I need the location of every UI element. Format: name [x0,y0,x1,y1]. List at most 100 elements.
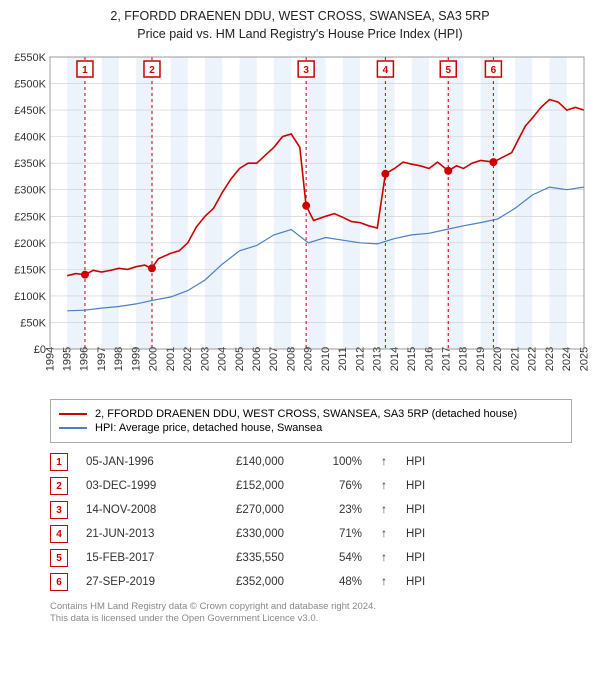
svg-text:1997: 1997 [96,347,108,371]
txn-date: 21-JUN-2013 [86,528,186,540]
svg-text:£200K: £200K [14,238,46,250]
svg-text:1999: 1999 [130,347,142,371]
svg-text:2013: 2013 [372,347,384,371]
chart-container: £0£50K£100K£150K£200K£250K£300K£350K£400… [8,49,592,389]
legend-swatch-red [59,413,87,415]
arrow-up-icon: ↑ [380,480,388,492]
svg-text:2017: 2017 [440,347,452,371]
svg-text:2004: 2004 [217,347,229,371]
txn-marker: 1 [50,453,68,471]
svg-text:2015: 2015 [406,347,418,371]
legend-row-hpi: HPI: Average price, detached house, Swan… [59,422,563,434]
svg-text:2007: 2007 [268,347,280,371]
footer-line-1: Contains HM Land Registry data © Crown c… [50,601,572,613]
txn-price: £270,000 [204,504,284,516]
svg-text:2012: 2012 [354,347,366,371]
transaction-table: 1 05-JAN-1996 £140,000 100% ↑ HPI 2 03-DEC-1999… [50,453,572,591]
svg-text:2: 2 [149,65,155,76]
txn-date: 15-FEB-2017 [86,552,186,564]
txn-pct: 48% [302,576,362,588]
svg-text:2024: 2024 [561,347,573,371]
svg-text:£100K: £100K [14,291,46,303]
svg-text:£550K: £550K [14,52,46,64]
svg-text:1995: 1995 [62,347,74,371]
legend-label-property: 2, FFORDD DRAENEN DDU, WEST CROSS, SWANS… [95,408,517,420]
svg-text:£450K: £450K [14,105,46,117]
svg-text:£250K: £250K [14,211,46,223]
legend-swatch-blue [59,427,87,429]
legend-row-property: 2, FFORDD DRAENEN DDU, WEST CROSS, SWANS… [59,408,563,420]
svg-text:1998: 1998 [113,347,125,371]
arrow-up-icon: ↑ [380,456,388,468]
svg-text:2000: 2000 [148,347,160,371]
txn-hpi-label: HPI [406,528,425,540]
svg-text:£400K: £400K [14,132,46,144]
title-block: 2, FFORDD DRAENEN DDU, WEST CROSS, SWANS… [8,8,592,43]
svg-text:£300K: £300K [14,185,46,197]
svg-text:6: 6 [491,65,497,76]
svg-text:2011: 2011 [337,347,349,371]
svg-text:2006: 2006 [251,347,263,371]
arrow-up-icon: ↑ [380,576,388,588]
txn-pct: 100% [302,456,362,468]
title-line-1: 2, FFORDD DRAENEN DDU, WEST CROSS, SWANS… [8,8,592,26]
svg-text:2009: 2009 [303,347,315,371]
svg-text:2002: 2002 [182,347,194,371]
txn-pct: 76% [302,480,362,492]
txn-marker: 4 [50,525,68,543]
txn-pct: 23% [302,504,362,516]
txn-price: £152,000 [204,480,284,492]
title-line-2: Price paid vs. HM Land Registry's House … [8,26,592,44]
svg-text:2016: 2016 [423,347,435,371]
txn-marker: 6 [50,573,68,591]
svg-text:2021: 2021 [509,347,521,371]
svg-text:£350K: £350K [14,158,46,170]
svg-text:2025: 2025 [578,347,590,371]
arrow-up-icon: ↑ [380,552,388,564]
arrow-up-icon: ↑ [380,528,388,540]
txn-date: 03-DEC-1999 [86,480,186,492]
txn-pct: 71% [302,528,362,540]
txn-marker: 2 [50,477,68,495]
svg-text:2018: 2018 [458,347,470,371]
txn-hpi-label: HPI [406,504,425,516]
svg-text:3: 3 [303,65,309,76]
svg-text:2010: 2010 [320,347,332,371]
transaction-row: 627-SEP-2019£352,00048%↑HPI [50,573,572,591]
svg-text:2001: 2001 [165,347,177,371]
arrow-up-icon: ↑ [380,504,388,516]
transaction-row: 421-JUN-2013£330,00071%↑HPI [50,525,572,543]
svg-text:2003: 2003 [199,347,211,371]
txn-date: 05-JAN-1996 [86,456,186,468]
legend-label-hpi: HPI: Average price, detached house, Swan… [95,422,322,434]
svg-text:2019: 2019 [475,347,487,371]
svg-text:2008: 2008 [285,347,297,371]
txn-hpi-label: HPI [406,552,425,564]
txn-hpi-label: HPI [406,480,425,492]
svg-text:4: 4 [383,65,389,76]
svg-text:2020: 2020 [492,347,504,371]
svg-text:5: 5 [445,65,451,76]
txn-price: £140,000 [204,456,284,468]
svg-text:£500K: £500K [14,79,46,91]
txn-date: 14-NOV-2008 [86,504,186,516]
svg-text:£50K: £50K [20,317,46,329]
txn-date: 27-SEP-2019 [86,576,186,588]
svg-text:1: 1 [82,65,88,76]
footer: Contains HM Land Registry data © Crown c… [50,601,572,626]
legend: 2, FFORDD DRAENEN DDU, WEST CROSS, SWANS… [50,399,572,443]
transaction-row: 2 03-DEC-1999 £152,000 76% ↑ HPI [50,477,572,495]
svg-text:1996: 1996 [79,347,91,371]
svg-text:£150K: £150K [14,264,46,276]
svg-text:2005: 2005 [234,347,246,371]
price-chart: £0£50K£100K£150K£200K£250K£300K£350K£400… [8,49,592,389]
txn-marker: 5 [50,549,68,567]
transaction-row: 3 14-NOV-2008 £270,000 23% ↑ HPI [50,501,572,519]
txn-hpi-label: HPI [406,456,425,468]
txn-price: £335,550 [204,552,284,564]
svg-text:2014: 2014 [389,347,401,371]
svg-text:2022: 2022 [527,347,539,371]
txn-marker: 3 [50,501,68,519]
transaction-row: 515-FEB-2017£335,55054%↑HPI [50,549,572,567]
svg-text:2023: 2023 [544,347,556,371]
